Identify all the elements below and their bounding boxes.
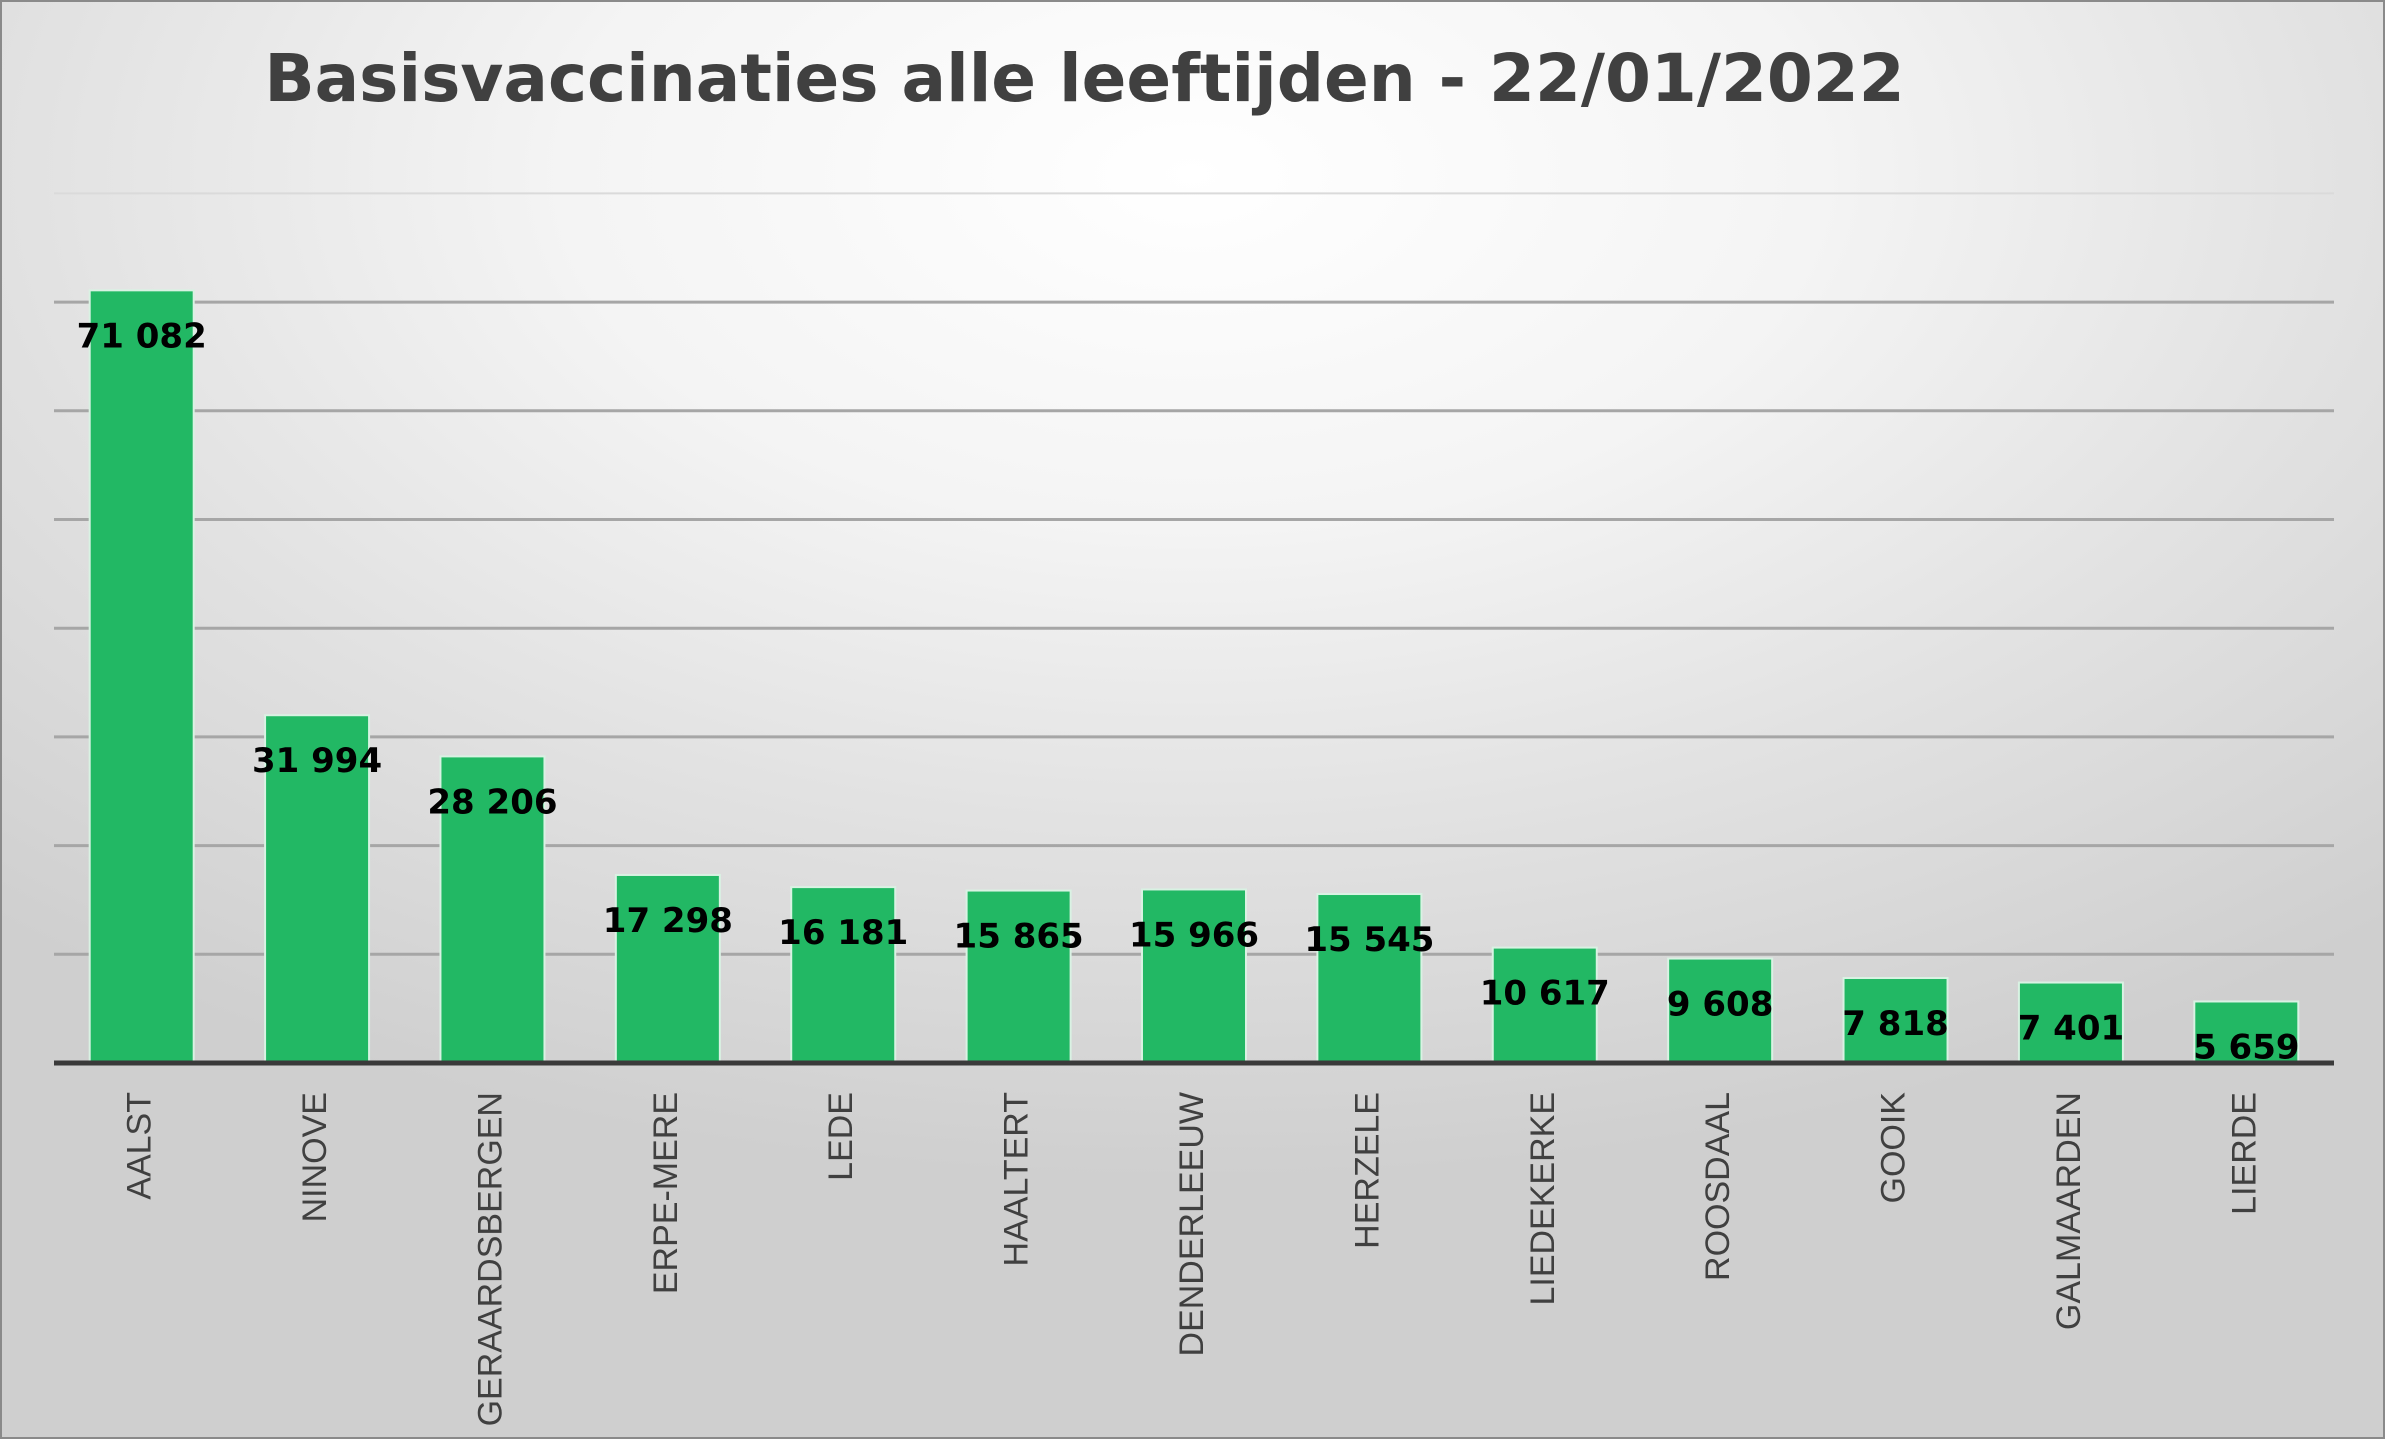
bar bbox=[264, 714, 371, 1064]
category-label: LEDE bbox=[822, 1092, 860, 1181]
category-label: HAALTERT bbox=[998, 1092, 1036, 1266]
category-label: AALST bbox=[121, 1092, 159, 1200]
category-labels: AALST NINOVE GERAARDSBERGEN ERPE-MERE LEDE HA… bbox=[121, 1092, 2264, 1427]
category-label: LIERDE bbox=[2225, 1092, 2263, 1215]
category-label: DENDERLEEUW bbox=[1173, 1092, 1211, 1356]
bar bbox=[88, 289, 195, 1064]
bar bbox=[1667, 957, 1774, 1064]
category-label: NINOVE bbox=[296, 1092, 334, 1222]
data-label: 16 181 bbox=[778, 913, 908, 953]
data-label: 15 865 bbox=[954, 917, 1084, 957]
category-label: ROOSDAAL bbox=[1699, 1092, 1737, 1281]
data-label: 15 545 bbox=[1304, 920, 1434, 960]
data-label: 7 401 bbox=[2018, 1009, 2124, 1049]
chart-title: Basisvaccinaties alle leeftijden - 22/01… bbox=[264, 40, 1905, 117]
bar bbox=[439, 755, 546, 1064]
bar bbox=[1141, 888, 1247, 1064]
bar bbox=[1316, 893, 1423, 1065]
data-label: 10 617 bbox=[1480, 974, 1610, 1014]
data-label: 17 298 bbox=[603, 901, 733, 941]
category-label: HERZELE bbox=[1348, 1092, 1386, 1249]
bars bbox=[88, 289, 2300, 1065]
category-label: GOOIK bbox=[1875, 1092, 1913, 1204]
data-labels: 71 082 31 994 28 206 17 298 16 181 15 865 15 9… bbox=[77, 316, 2300, 1067]
bar bbox=[2017, 981, 2124, 1065]
data-label: 28 206 bbox=[427, 782, 557, 822]
data-label: 71 082 bbox=[77, 316, 207, 356]
data-label: 31 994 bbox=[252, 741, 382, 781]
bar bbox=[790, 886, 897, 1065]
bar bbox=[2193, 1000, 2300, 1065]
category-label: LIEDEKERKE bbox=[1524, 1092, 1562, 1306]
bar bbox=[965, 889, 1072, 1064]
data-label: 15 966 bbox=[1129, 915, 1259, 955]
gridlines bbox=[54, 192, 2334, 956]
bar bbox=[1491, 946, 1598, 1064]
bar bbox=[1842, 977, 1949, 1064]
data-label: 9 608 bbox=[1667, 985, 1773, 1025]
bar bbox=[614, 873, 721, 1065]
data-label: 7 818 bbox=[1842, 1004, 1948, 1044]
category-label: GERAARDSBERGEN bbox=[471, 1092, 509, 1426]
category-label: ERPE-MERE bbox=[647, 1092, 685, 1294]
category-label: GALMAARDEN bbox=[2050, 1092, 2088, 1330]
